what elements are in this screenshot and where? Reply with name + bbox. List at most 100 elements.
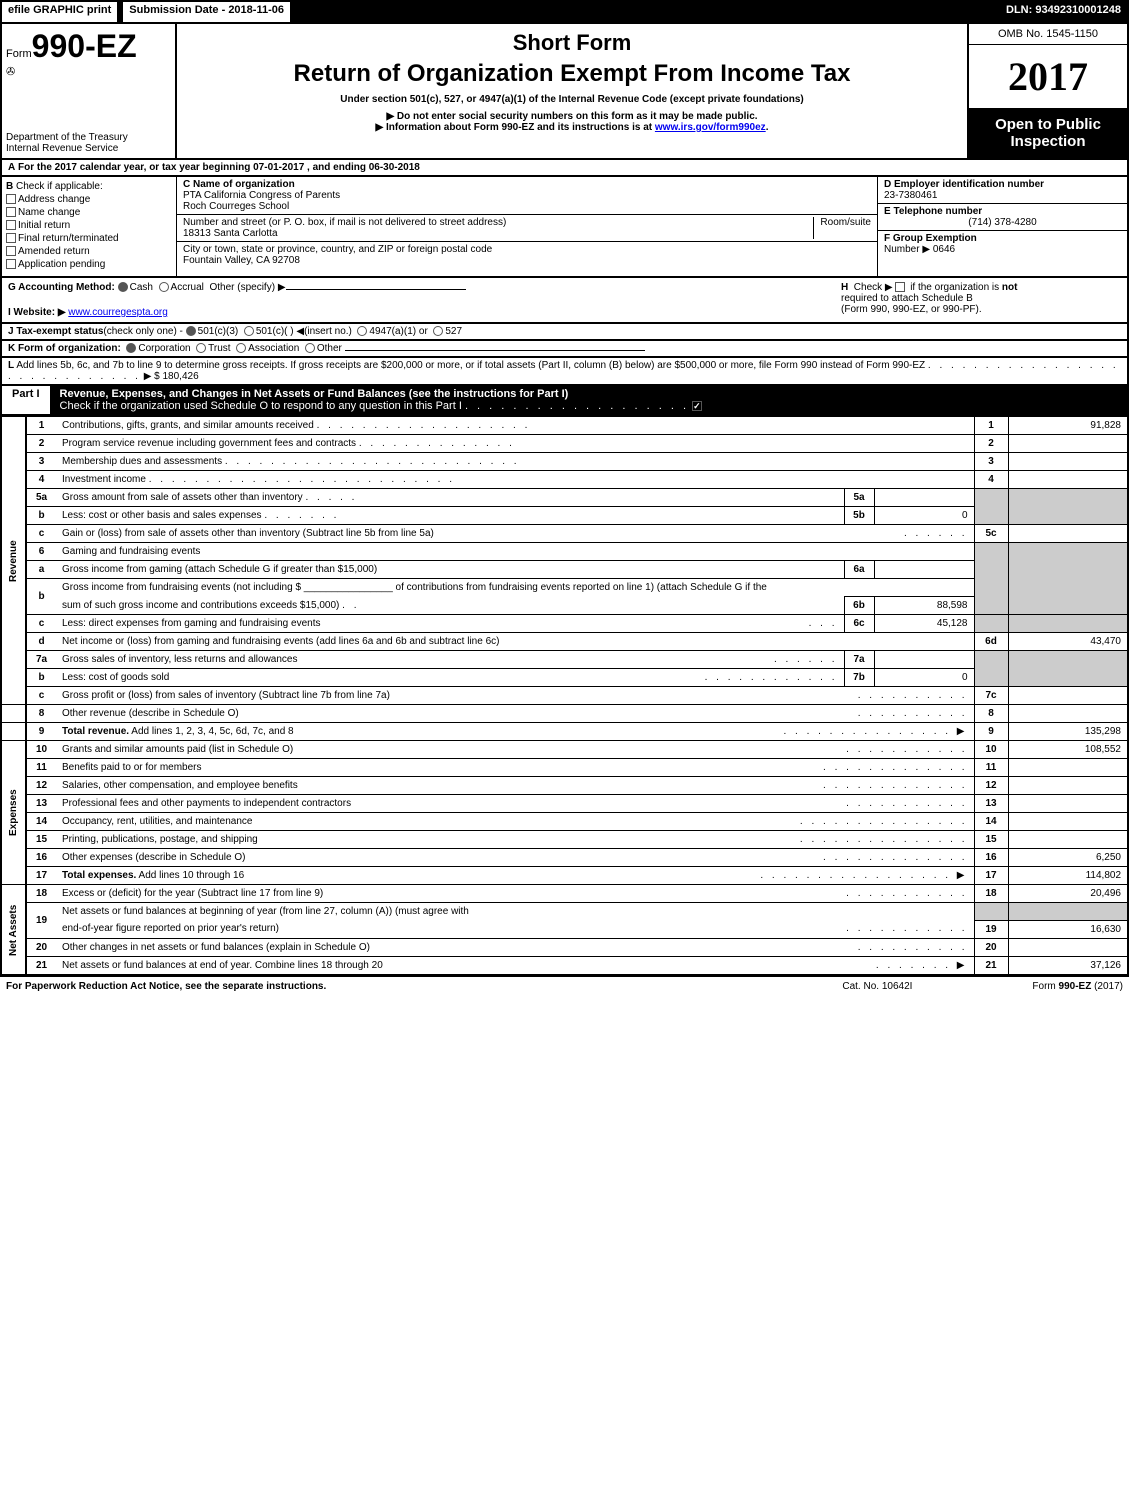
part-1-sub: Check if the organization used Schedule … [60, 400, 462, 412]
line-7b-num: b [26, 669, 56, 687]
line-7b-value: 0 [874, 669, 974, 687]
line-18-desc: Excess or (deficit) for the year (Subtra… [56, 885, 974, 903]
g-other: Other (specify) ▶ [209, 282, 285, 293]
line-6b-subnum: 6b [844, 597, 874, 615]
line-6a-num: a [26, 561, 56, 579]
row-g: G Accounting Method: Cash Accrual Other … [8, 282, 841, 318]
line-3-rnum: 3 [974, 453, 1008, 471]
form-prefix: Form [6, 48, 32, 60]
line-1-num: 1 [26, 417, 56, 435]
ssn-warning: ▶ Do not enter social security numbers o… [183, 111, 961, 122]
cb-schedule-b[interactable] [895, 282, 905, 292]
line-8-num: 8 [26, 705, 56, 723]
line-5a-desc: Gross amount from sale of assets other t… [56, 489, 844, 507]
cb-application-pending[interactable]: Application pending [6, 259, 172, 270]
part-1-label: Part I [2, 386, 50, 414]
line-6c-desc: Less: direct expenses from gaming and fu… [56, 615, 844, 633]
line-11-desc: Benefits paid to or for members . . . . … [56, 759, 974, 777]
line-8-value [1008, 705, 1128, 723]
l-label: L [8, 360, 14, 371]
line-14-rnum: 14 [974, 813, 1008, 831]
line-3-desc: Membership dues and assessments . . . . … [56, 453, 974, 471]
line-4-value [1008, 471, 1128, 489]
line-6b-num: b [26, 579, 56, 615]
line-16-num: 16 [26, 849, 56, 867]
line-2-desc: Program service revenue including govern… [56, 435, 974, 453]
line-12-desc: Salaries, other compensation, and employ… [56, 777, 974, 795]
radio-association[interactable] [236, 343, 246, 353]
line-21-rnum: 21 [974, 956, 1008, 975]
cb-amended-return[interactable]: Amended return [6, 246, 172, 257]
omb-number: OMB No. 1545-1150 [969, 24, 1127, 45]
radio-trust[interactable] [196, 343, 206, 353]
irs-eagle-icon: ✇ [6, 65, 171, 78]
line-1-rnum: 1 [974, 417, 1008, 435]
phone-value: (714) 378-4280 [884, 217, 1121, 228]
tax-year: 2017 [969, 45, 1127, 108]
g-label: G Accounting Method: [8, 282, 115, 293]
line-7a-desc: Gross sales of inventory, less returns a… [56, 651, 844, 669]
h-text3: required to attach Schedule B [841, 293, 973, 304]
line-5a-subnum: 5a [844, 489, 874, 507]
line-1-value: 91,828 [1008, 417, 1128, 435]
line-14-num: 14 [26, 813, 56, 831]
info-link[interactable]: www.irs.gov/form990ez [655, 122, 766, 133]
line-12-value [1008, 777, 1128, 795]
line-2-rnum: 2 [974, 435, 1008, 453]
cb-name-change[interactable]: Name change [6, 207, 172, 218]
website-link[interactable]: www.courregespta.org [68, 307, 168, 318]
radio-501c[interactable] [244, 326, 254, 336]
line-9-rnum: 9 [974, 723, 1008, 741]
top-bar: efile GRAPHIC print Submission Date - 20… [0, 0, 1129, 24]
line-15-value [1008, 831, 1128, 849]
line-4-num: 4 [26, 471, 56, 489]
line-6d-num: d [26, 633, 56, 651]
line-13-desc: Professional fees and other payments to … [56, 795, 974, 813]
tax-year-end: 06-30-2018 [369, 162, 420, 173]
box-b: B Check if applicable: Address change Na… [2, 177, 177, 276]
line-17-num: 17 [26, 867, 56, 885]
e-phone-label: E Telephone number [884, 206, 1121, 217]
dept-treasury: Department of the Treasury [6, 132, 171, 143]
radio-4947[interactable] [357, 326, 367, 336]
radio-accrual[interactable] [159, 282, 169, 292]
line-6-desc: Gaming and fundraising events [56, 543, 974, 561]
cb-address-change[interactable]: Address change [6, 194, 172, 205]
header-right: OMB No. 1545-1150 2017 Open to Public In… [967, 24, 1127, 158]
radio-corporation[interactable] [126, 343, 136, 353]
line-6d-desc: Net income or (loss) from gaming and fun… [56, 633, 974, 651]
cb-final-return[interactable]: Final return/terminated [6, 233, 172, 244]
line-10-num: 10 [26, 741, 56, 759]
line-5b-value: 0 [874, 507, 974, 525]
line-20-num: 20 [26, 938, 56, 956]
radio-other-org[interactable] [305, 343, 315, 353]
revenue-section-label: Revenue [1, 417, 26, 705]
cb-schedule-o-part1[interactable] [692, 401, 702, 411]
line-14-value [1008, 813, 1128, 831]
line-5b-desc: Less: cost or other basis and sales expe… [56, 507, 844, 525]
box-def: D Employer identification number 23-7380… [877, 177, 1127, 276]
line-16-desc: Other expenses (describe in Schedule O) … [56, 849, 974, 867]
dept-irs: Internal Revenue Service [6, 143, 171, 154]
line-7c-rnum: 7c [974, 687, 1008, 705]
submission-date: Submission Date - 2018-11-06 [121, 0, 292, 24]
line-17-rnum: 17 [974, 867, 1008, 885]
line-19-value: 16,630 [1008, 920, 1128, 938]
rowa-pre: For the 2017 calendar year, or tax year … [18, 162, 253, 173]
addr-label: Number and street (or P. O. box, if mail… [183, 217, 813, 228]
line-5a-value [874, 489, 974, 507]
cb-initial-return[interactable]: Initial return [6, 220, 172, 231]
line-6c-value: 45,128 [874, 615, 974, 633]
d-ein-label: D Employer identification number [884, 179, 1121, 190]
line-12-rnum: 12 [974, 777, 1008, 795]
info-post: . [766, 122, 769, 133]
radio-501c3[interactable] [186, 326, 196, 336]
line-15-rnum: 15 [974, 831, 1008, 849]
short-form-title: Short Form [183, 30, 961, 56]
line-6a-desc: Gross income from gaming (attach Schedul… [56, 561, 844, 579]
radio-cash[interactable] [118, 282, 128, 292]
radio-527[interactable] [433, 326, 443, 336]
line-19-rnum: 19 [974, 920, 1008, 938]
line-16-value: 6,250 [1008, 849, 1128, 867]
line-10-rnum: 10 [974, 741, 1008, 759]
